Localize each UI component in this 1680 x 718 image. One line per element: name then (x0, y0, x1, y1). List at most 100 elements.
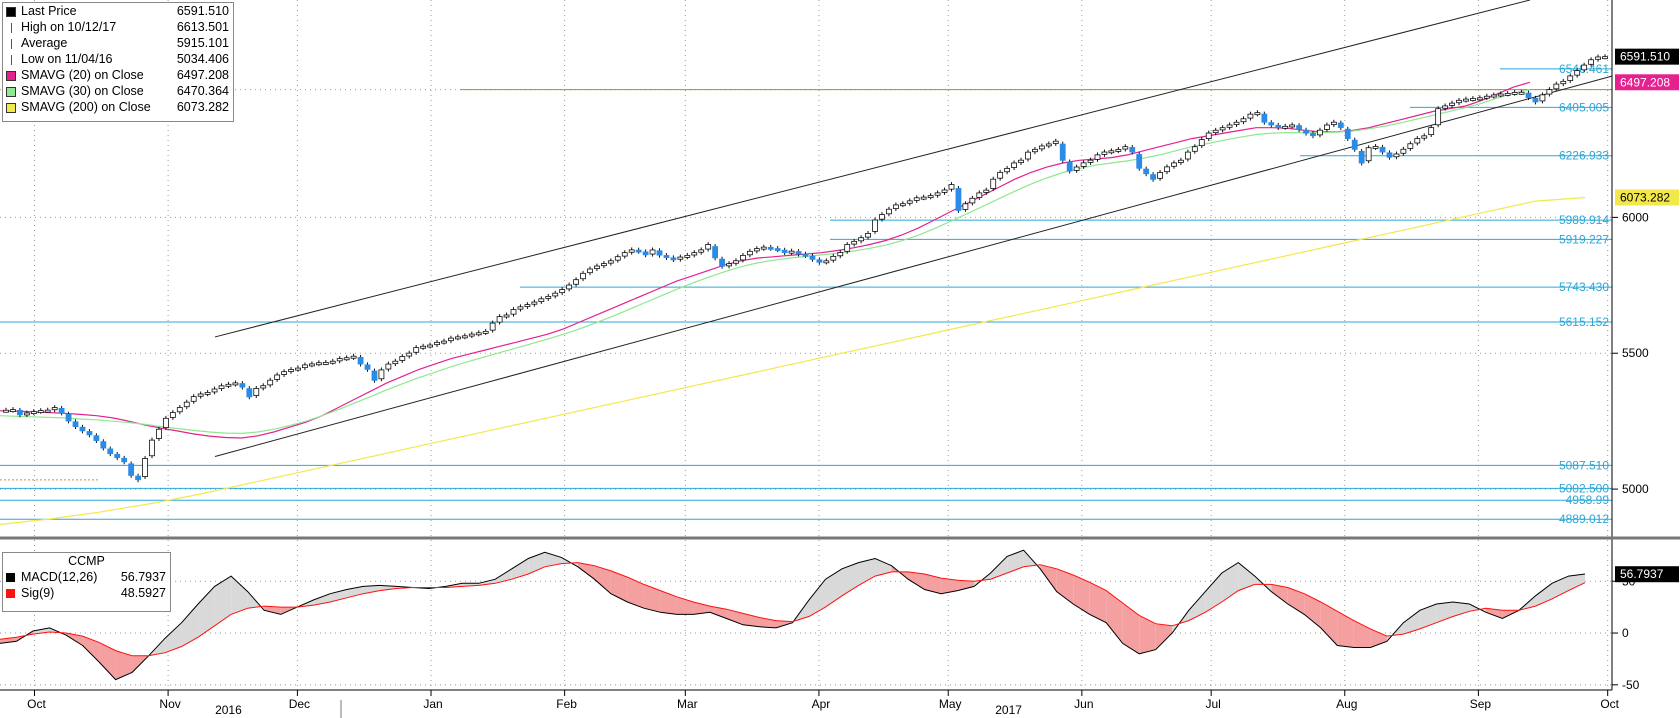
macd-fill (1073, 575, 1090, 615)
candle-body (1504, 93, 1511, 96)
candle-body (538, 298, 545, 302)
legend-label: SMAVG (200) on Close (21, 100, 151, 114)
candle-body (997, 171, 1004, 179)
legend-label: Low on 11/04/16 (21, 52, 113, 66)
candle-body (1532, 97, 1539, 103)
macd-tag-bg (1615, 566, 1679, 583)
candle-body (378, 369, 385, 380)
legend-row: Last Price 6591.510 (3, 3, 233, 19)
candle-body (753, 248, 760, 252)
candle-body (816, 259, 823, 263)
candle-body (392, 360, 399, 365)
legend-row: SMAVG (30) on Close 6470.364 (3, 83, 233, 99)
candle-body (454, 336, 461, 340)
candle-body (740, 255, 746, 261)
macd-fill (1403, 610, 1420, 635)
trend-channel (214, 0, 1613, 457)
candle-body (281, 371, 287, 375)
macd-fill (809, 579, 826, 617)
candle-body (58, 407, 65, 414)
level-label: 5919.227 (1559, 232, 1609, 246)
legend-value: 6613.501 (176, 20, 229, 34)
candle-body (1344, 128, 1351, 139)
level-label: 4889.012 (1559, 512, 1609, 526)
candle-body (51, 407, 58, 411)
candle-body (552, 292, 559, 297)
price-tag: 6591.510 (1620, 50, 1670, 64)
candle-body (420, 345, 427, 349)
candle-body (1560, 80, 1567, 85)
level-label: 4958.99 (1566, 493, 1610, 507)
candle-body (1198, 139, 1205, 147)
candle-body (1595, 56, 1601, 60)
candle-body (1351, 139, 1358, 150)
candle-body (30, 411, 37, 414)
sma30-line (0, 89, 1531, 435)
sig-legend-row: Sig(9) 48.5927 (3, 585, 170, 601)
legend-value: 6591.510 (176, 4, 229, 18)
candle-body (142, 458, 148, 477)
candle-body (1497, 93, 1504, 97)
legend-swatch (6, 86, 16, 97)
macd-panel (0, 549, 1586, 681)
candle-body (79, 426, 86, 432)
candle-body (427, 344, 433, 348)
macd-tag: 56.7937 (1620, 567, 1664, 581)
candle-body (253, 388, 260, 397)
candle-body (448, 337, 454, 342)
candle-body (927, 195, 934, 199)
candle-body (1059, 143, 1066, 161)
candle-body (156, 428, 162, 439)
legend-label: Average (21, 36, 68, 50)
candle-body (594, 265, 600, 269)
candle-body (162, 417, 169, 428)
level-label: 5989.914 (1559, 213, 1609, 227)
macd-fill (1205, 572, 1222, 613)
candle-body (587, 268, 593, 274)
fib-levels: 6546.4616405.0056226.9335989.9145919.227… (0, 62, 1612, 526)
candle-body (628, 249, 635, 253)
candle-body (406, 352, 413, 357)
macd-fill (1271, 584, 1288, 605)
level-label: 6226.933 (1559, 149, 1609, 163)
candlesticks (3, 54, 1608, 483)
candle-body (149, 439, 155, 457)
candle-body (1414, 138, 1421, 144)
candle-body (1330, 121, 1337, 125)
macd-legend-title: CCMP (68, 554, 105, 568)
candle-body (232, 382, 239, 386)
candle-body (322, 362, 329, 365)
candle-body (906, 200, 913, 204)
candle-body (1379, 146, 1386, 153)
candle-body (844, 244, 851, 252)
candle-body (510, 309, 517, 315)
candle-body (524, 304, 531, 307)
candle-body (413, 347, 420, 353)
candle-body (969, 197, 976, 204)
macd-fill (1056, 568, 1074, 605)
candle-body (1296, 125, 1303, 131)
candle-body (892, 204, 899, 209)
candle-body (399, 356, 406, 361)
year-label: 2016 (215, 703, 242, 717)
macd-fill (643, 584, 661, 613)
candle-body (656, 250, 663, 256)
candle-body (1602, 56, 1608, 60)
candle-body (1358, 150, 1365, 164)
level-label: 6405.005 (1559, 100, 1609, 114)
candle-body (336, 358, 343, 362)
candle-body (865, 233, 871, 238)
candle-body (1539, 94, 1546, 102)
sma200-line (0, 196, 1586, 525)
candle-body (1038, 145, 1045, 150)
macd-fill (1485, 608, 1503, 619)
x-tick-label: Jul (1205, 697, 1220, 711)
macd-y-tick-label: 0 (1622, 626, 1629, 640)
candle-body (1289, 124, 1296, 128)
macd-fill (1007, 550, 1024, 573)
candle-body (872, 219, 878, 232)
candle-body (169, 412, 176, 418)
macd-fill (1568, 574, 1585, 591)
